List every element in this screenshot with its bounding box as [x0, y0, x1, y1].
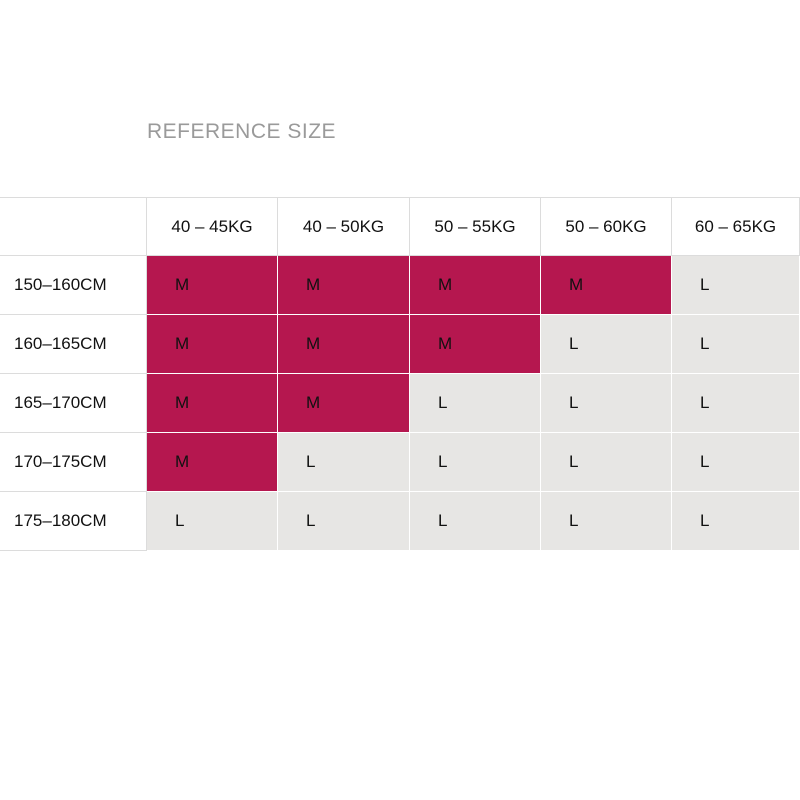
size-cell: M	[278, 256, 410, 315]
size-cell: M	[410, 315, 541, 374]
size-cell: L	[147, 492, 278, 551]
column-header: 60 – 65KG	[672, 197, 800, 256]
corner-cell	[0, 197, 147, 256]
size-cell: L	[672, 374, 800, 433]
size-cell: M	[147, 433, 278, 492]
size-cell: L	[278, 433, 410, 492]
size-cell: M	[278, 374, 410, 433]
size-cell: L	[541, 433, 672, 492]
size-cell: L	[541, 374, 672, 433]
size-cell: L	[672, 315, 800, 374]
row-header: 160–165CM	[0, 315, 147, 374]
size-cell: L	[672, 492, 800, 551]
title: REFERENCE SIZE	[147, 120, 337, 143]
size-cell: L	[278, 492, 410, 551]
size-cell: L	[672, 433, 800, 492]
size-cell: L	[541, 315, 672, 374]
size-cell: L	[672, 256, 800, 315]
column-header: 50 – 55KG	[410, 197, 541, 256]
size-cell: L	[410, 374, 541, 433]
size-cell: M	[410, 256, 541, 315]
row-header: 150–160CM	[0, 256, 147, 315]
size-cell: M	[147, 374, 278, 433]
column-header: 50 – 60KG	[541, 197, 672, 256]
size-cell: M	[147, 256, 278, 315]
size-cell: M	[278, 315, 410, 374]
size-cell: L	[410, 492, 541, 551]
column-header: 40 – 50KG	[278, 197, 410, 256]
row-header: 170–175CM	[0, 433, 147, 492]
size-cell: L	[410, 433, 541, 492]
row-header: 175–180CM	[0, 492, 147, 551]
column-header: 40 – 45KG	[147, 197, 278, 256]
size-cell: M	[541, 256, 672, 315]
row-header: 165–170CM	[0, 374, 147, 433]
size-cell: L	[541, 492, 672, 551]
size-cell: M	[147, 315, 278, 374]
